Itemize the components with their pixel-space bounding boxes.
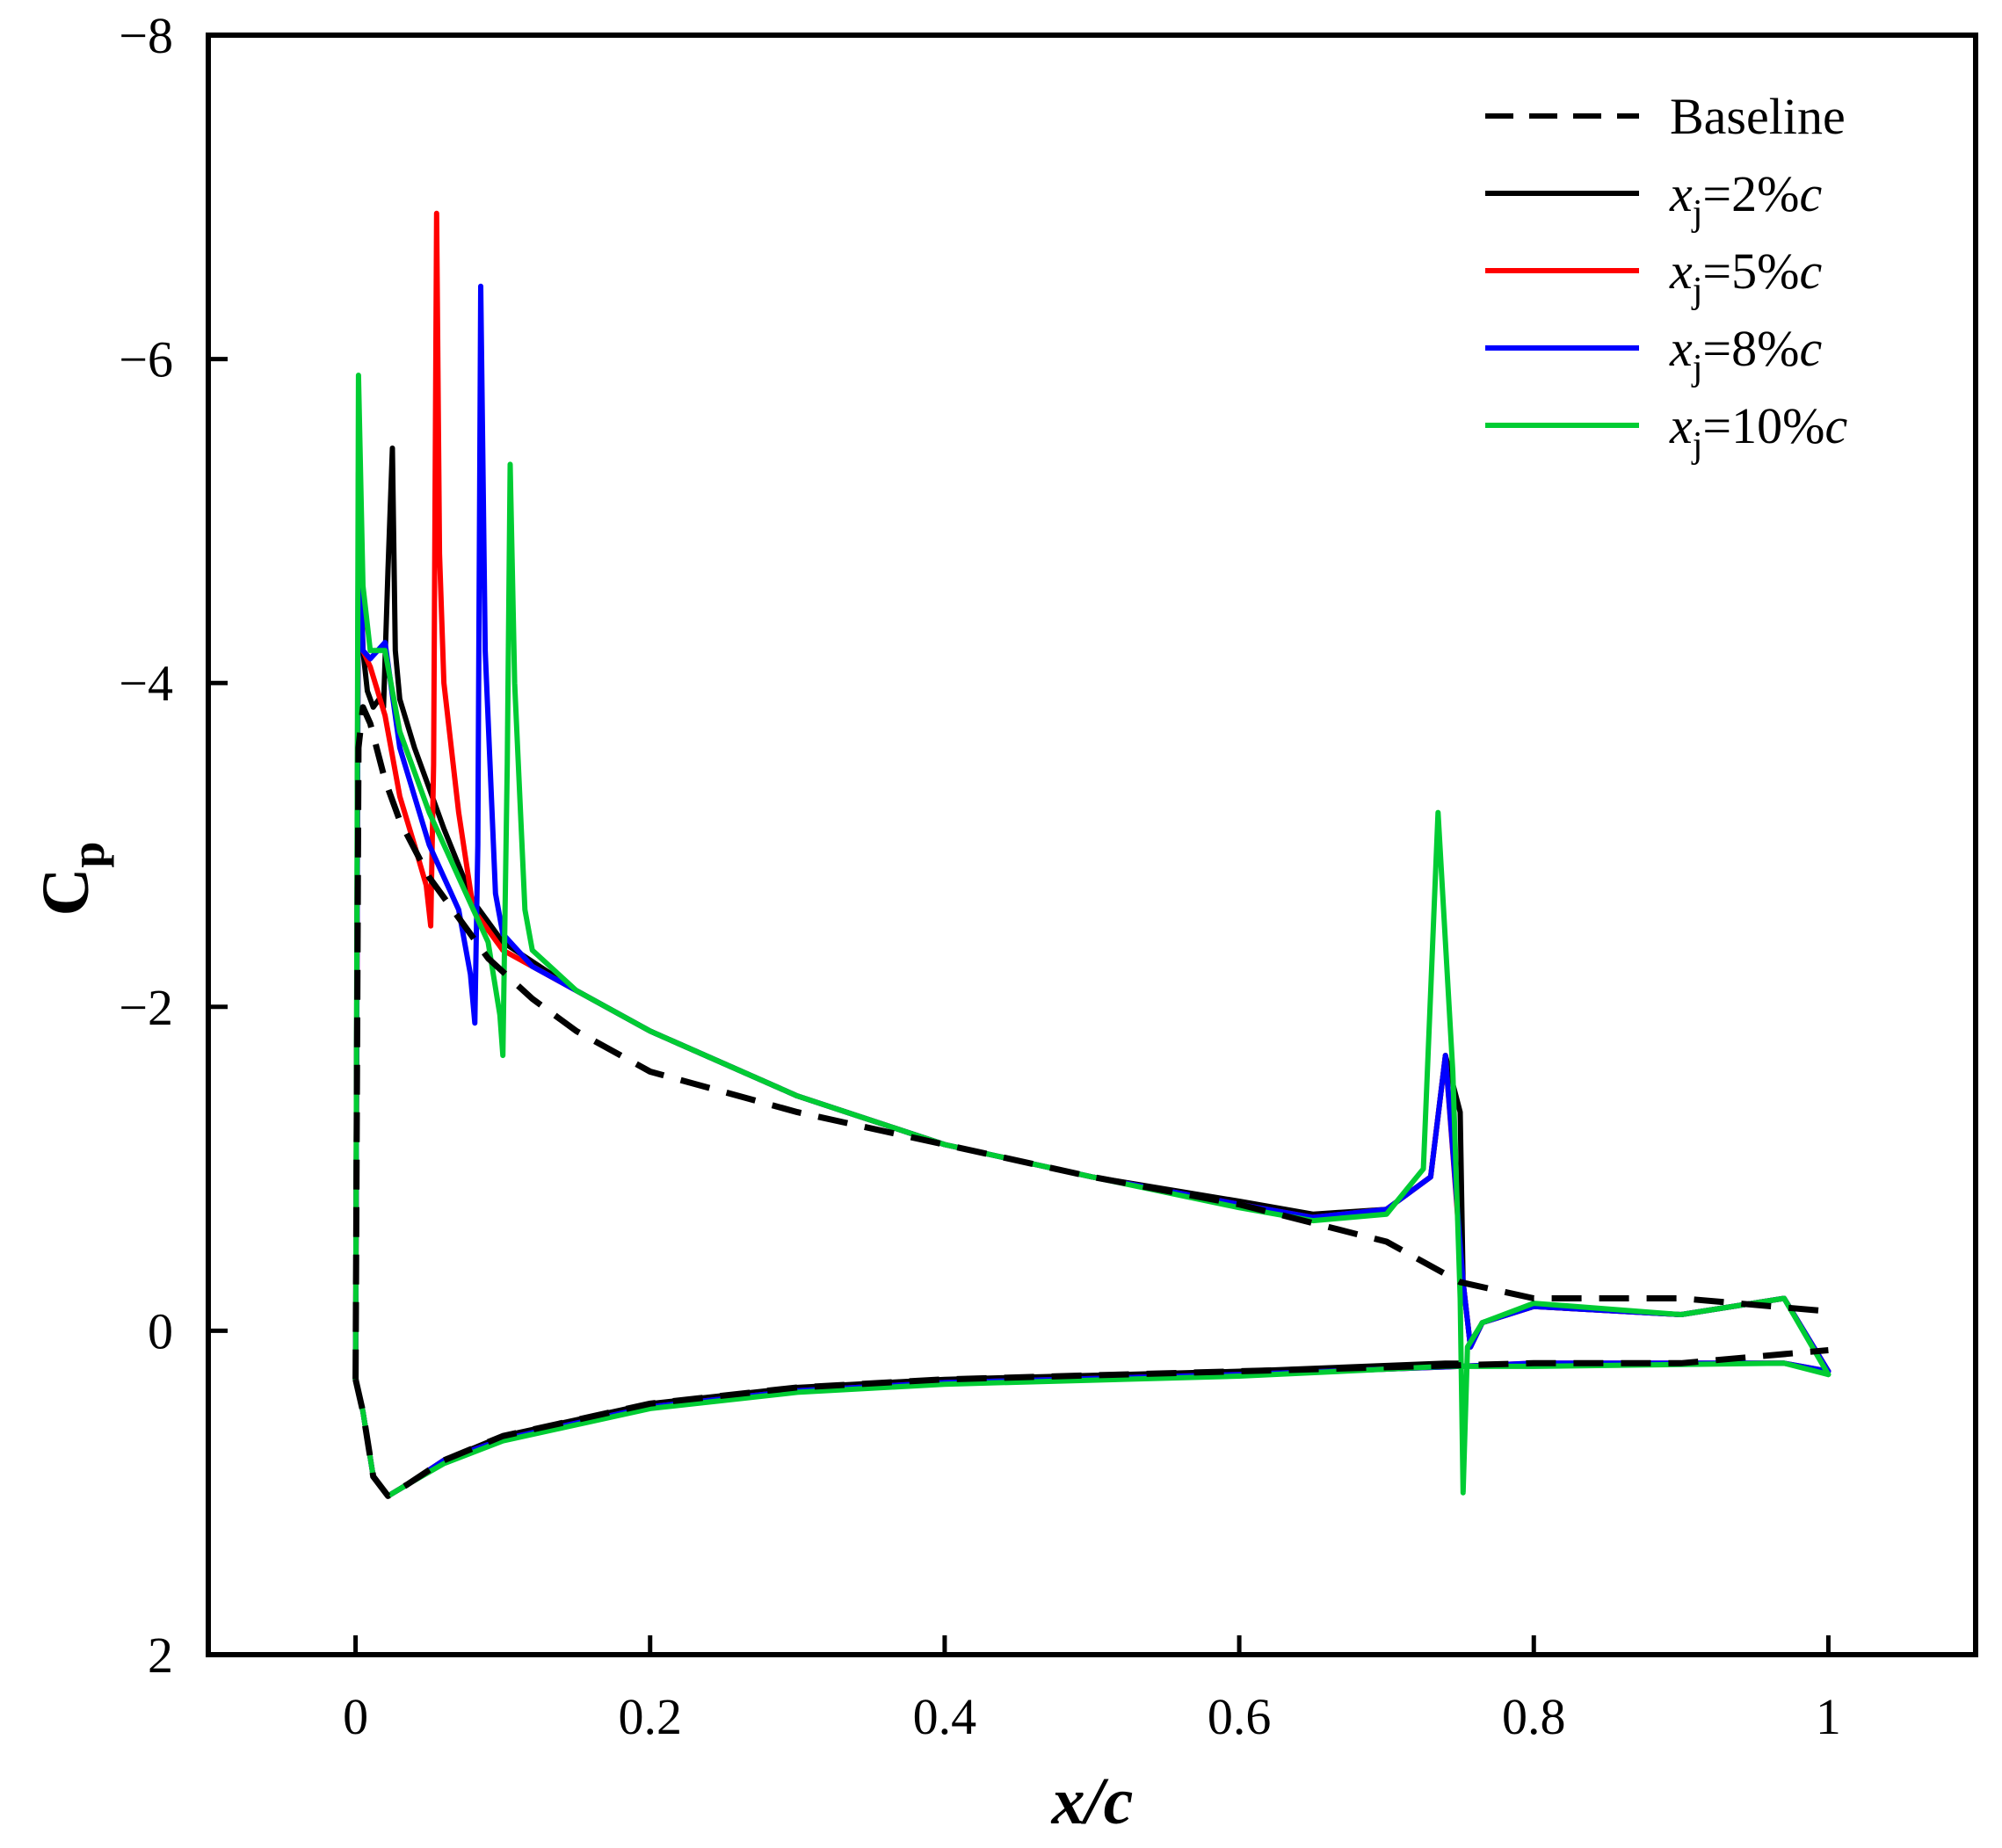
axis-ticks: 0 0.2 0.4 0.6 0.8 1 −8 −6 −4 −2 0 2 [119,7,1841,1745]
series-2-upper-line [352,210,1832,1382]
series-3-upper-line [352,283,1832,1382]
legend-sub-1: j [1691,193,1703,234]
legend-c-4: c [1824,397,1847,454]
legend-c-3: c [1799,320,1822,377]
y-axis-label-sub: p [62,842,114,868]
legend-label-3: xj=8%c [1669,320,1822,388]
y-tick-label-5: 2 [148,1627,173,1684]
y-tick-label-1: −6 [119,331,173,388]
series-4-lower-line [352,1360,1832,1499]
legend-c-1: c [1799,165,1822,222]
series-0-upper-line [352,704,1829,1380]
y-tick-label-0: −8 [119,7,173,64]
legend-label-4: xj=10%c [1669,397,1847,466]
legend-label-1: xj=2%c [1669,165,1822,234]
x-tick-label-1: 0.2 [619,1688,683,1745]
x-axis-label: x/c [1051,1765,1134,1838]
x-tick-label-4: 0.8 [1502,1688,1566,1745]
series-1-upper-line [352,446,1832,1382]
legend-var-3: x [1669,320,1693,377]
legend-value-4: =10% [1702,397,1824,454]
series-0-lower-line [352,1347,1829,1499]
y-tick-label-2: −4 [119,655,173,712]
y-tick-label-4: 0 [148,1302,173,1359]
y-axis-label-main: C [29,868,103,917]
legend-sub-2: j [1691,271,1703,311]
legend-c-2: c [1799,243,1822,300]
legend-value-3: =8% [1702,320,1799,377]
legend-var-2: x [1669,243,1693,300]
y-tick-label-3: −2 [119,979,173,1036]
legend-var-4: x [1669,397,1693,454]
legend-sub-4: j [1691,425,1703,466]
x-tick-label-2: 0.4 [913,1688,977,1745]
x-tick-label-5: 1 [1816,1688,1841,1745]
x-tick-label-3: 0.6 [1208,1688,1272,1745]
data-lines [352,210,1832,1499]
legend-value-2: =5% [1702,243,1799,300]
legend-var-1: x [1669,165,1693,222]
plot-frame [206,33,1978,1657]
series-2-lower-line [352,1360,1832,1499]
legend-value-1: =2% [1702,165,1799,222]
y-axis-label: Cp [29,842,114,917]
legend-label-2: xj=5%c [1669,243,1822,311]
legend-label-0: Baseline [1670,88,1846,145]
series-3-lower-line [352,1360,1832,1499]
series-4-upper-line [352,373,1832,1496]
x-tick-label-0: 0 [343,1688,368,1745]
legend-sub-3: j [1691,348,1703,388]
